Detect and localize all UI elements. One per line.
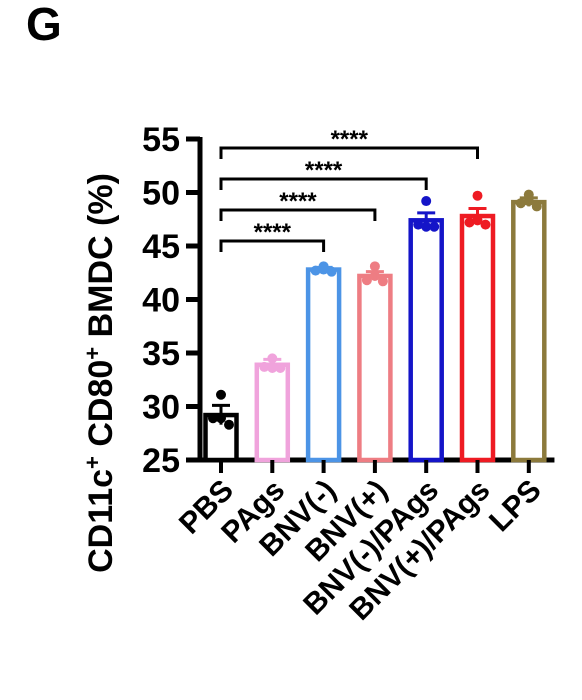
data-point — [275, 362, 286, 373]
significance-bracket — [219, 177, 428, 190]
data-point — [531, 201, 542, 212]
y-axis-title-part: CD80 — [82, 360, 120, 456]
data-point — [421, 196, 432, 207]
bar — [357, 273, 393, 463]
data-point — [472, 190, 483, 201]
y-tick-label: 55 — [142, 121, 180, 159]
significance-bracket — [219, 208, 377, 221]
data-point — [515, 198, 526, 209]
data-point — [464, 217, 475, 228]
y-axis-title-superscript: + — [80, 347, 105, 360]
data-point — [429, 221, 440, 232]
bar — [408, 218, 444, 463]
data-point — [480, 219, 491, 230]
data-point — [377, 276, 388, 287]
y-tick-label: 35 — [142, 335, 180, 373]
data-point — [413, 219, 424, 230]
y-axis-title-part: BMDC (%) — [82, 173, 120, 347]
y-tick-label: 25 — [142, 442, 180, 480]
y-ticks: 25 30 35 40 45 50 55 — [142, 121, 200, 480]
bar — [305, 267, 342, 463]
data-point — [216, 389, 226, 400]
significance-label: **** — [254, 219, 292, 246]
significance-label: **** — [331, 126, 369, 153]
data-point — [369, 261, 380, 272]
data-point — [224, 419, 234, 430]
data-point — [208, 413, 218, 424]
bar — [254, 362, 291, 463]
significance-brackets: **** **** **** **** — [219, 126, 479, 252]
y-tick-label: 45 — [142, 228, 180, 266]
panel-label: G — [26, 0, 62, 50]
y-axis-title-superscript: + — [80, 456, 105, 469]
significance-bracket — [219, 146, 479, 159]
y-axis-label: CD11c+ CD80+ BMDC (%) — [80, 173, 121, 573]
x-tick-label: LPS — [483, 474, 548, 539]
bar — [511, 199, 547, 463]
significance-bracket — [219, 239, 326, 252]
bar — [459, 213, 496, 463]
y-tick-label: 50 — [142, 175, 180, 213]
significance-label: **** — [305, 157, 343, 184]
y-tick-label: 40 — [142, 282, 180, 320]
y-axis-title-part: CD11c — [82, 469, 120, 573]
y-axis-title: CD11c+ CD80+ BMDC (%) — [80, 173, 121, 573]
data-point — [326, 266, 337, 277]
y-tick-label: 30 — [142, 389, 180, 427]
data-point — [361, 275, 372, 286]
error-bars — [212, 196, 538, 425]
data-point — [259, 361, 270, 372]
x-tick-labels: PBSPAgsBNV(-)BNV(+)BNV(-)/PAgsBNV(+)/PAg… — [173, 460, 548, 627]
data-points — [208, 189, 542, 430]
significance-label: **** — [279, 188, 317, 215]
